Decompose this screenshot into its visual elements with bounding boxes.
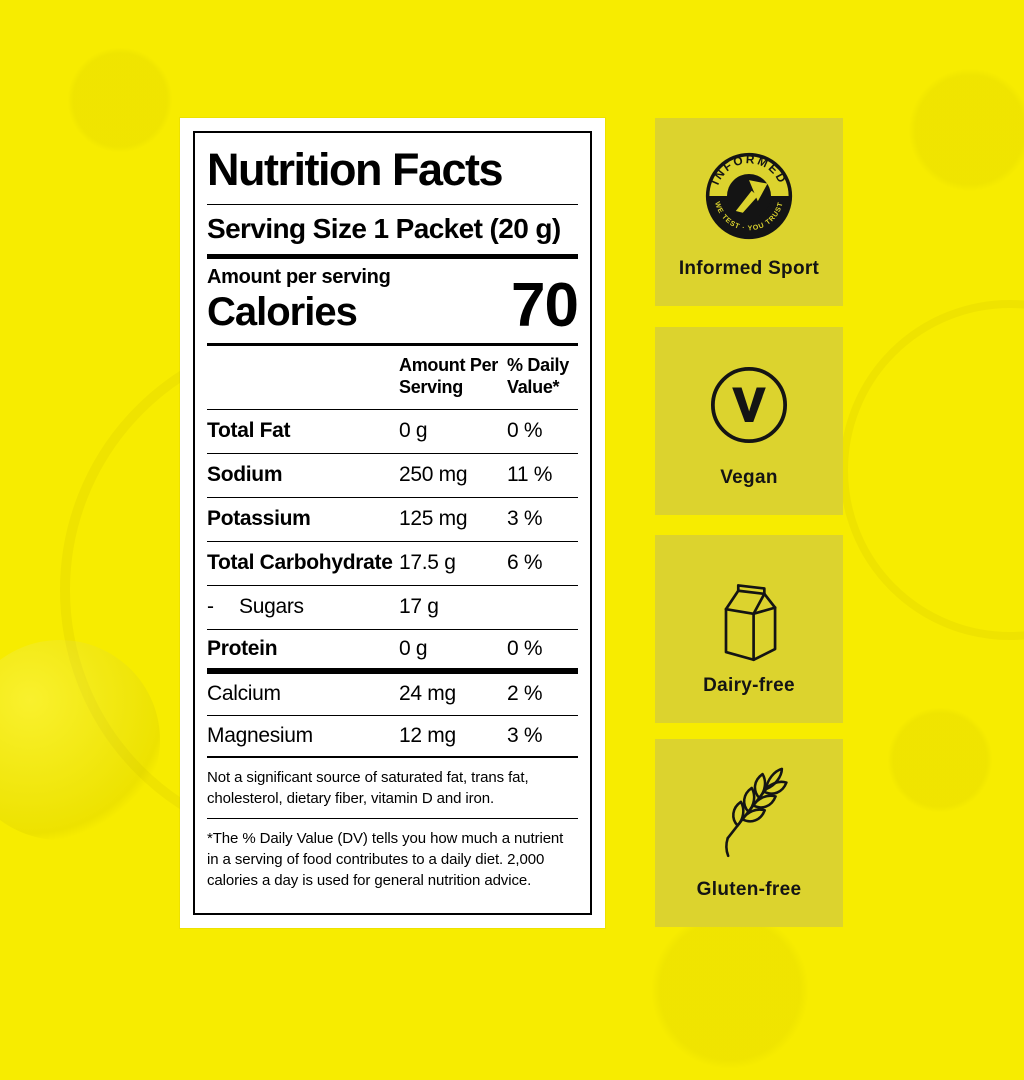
- daily-value-column-header: % Daily Value*: [507, 354, 569, 398]
- milk-carton-icon: [703, 561, 795, 665]
- divider: [207, 203, 578, 205]
- badge-gluten-free: Gluten-free: [655, 739, 843, 927]
- vegan-v-icon: V: [707, 353, 791, 457]
- nutrient-row-protein: Protein 0 g 0 %: [207, 630, 578, 674]
- nutrient-row-total-fat: Total Fat 0 g 0 %: [207, 410, 578, 454]
- badge-vegan: V Vegan: [655, 327, 843, 515]
- badge-label: Gluten-free: [696, 879, 802, 900]
- footnote-not-significant: Not a significant source of saturated fa…: [207, 758, 578, 819]
- divider: [207, 342, 578, 346]
- thick-divider: [207, 253, 578, 259]
- background-droplet: [0, 640, 160, 840]
- nutrient-row-magnesium: Magnesium 12 mg 3 %: [207, 716, 578, 758]
- sugars-dash: -: [207, 595, 214, 619]
- nutrition-facts-label: Nutrition Facts Serving Size 1 Packet (2…: [180, 118, 605, 928]
- serving-size-text: Serving Size 1 Packet (20 g): [207, 212, 561, 244]
- column-headers: Amount Per Serving % Daily Value*: [207, 346, 578, 410]
- background-droplet: [880, 700, 1000, 820]
- background-droplet: [60, 40, 180, 160]
- background-droplet: [640, 900, 820, 1080]
- nutrition-facts-border: Nutrition Facts Serving Size 1 Packet (2…: [193, 131, 592, 915]
- wheat-icon: [701, 765, 797, 869]
- calories-block: Amount per serving Calories 70: [207, 265, 579, 341]
- badge-label: Vegan: [720, 467, 778, 488]
- background-droplet: [900, 60, 1024, 200]
- nutrient-row-total-carbohydrate: Total Carbohydrate 17.5 g 6 %: [207, 542, 578, 586]
- badge-label: Informed Sport: [678, 258, 820, 279]
- nutrient-row-calcium: Calcium 24 mg 2 %: [207, 674, 578, 716]
- nutrient-row-sodium: Sodium 250 mg 11 %: [207, 454, 578, 498]
- svg-text:V: V: [733, 378, 765, 431]
- nutrient-row-potassium: Potassium 125 mg 3 %: [207, 498, 578, 542]
- nutrition-facts-title: Nutrition Facts: [207, 144, 504, 195]
- calories-value: 70: [511, 271, 579, 341]
- nutrient-row-sugars: - Sugars 17 g: [207, 586, 578, 630]
- informed-sport-logo-icon: INFORMED WE TEST · YOU TRUST: [705, 144, 793, 248]
- badge-label: Dairy-free: [703, 675, 795, 696]
- badge-dairy-free: Dairy-free: [655, 535, 843, 723]
- amount-per-serving-label: Amount per serving: [207, 265, 391, 288]
- background-droplet-ring: [840, 300, 1024, 640]
- calories-label: Calories: [207, 289, 358, 334]
- footnote-daily-value: *The % Daily Value (DV) tells you how mu…: [207, 829, 564, 889]
- badge-informed-sport: INFORMED WE TEST · YOU TRUST Informed Sp…: [655, 118, 843, 306]
- amount-column-header: Amount Per Serving: [399, 354, 499, 398]
